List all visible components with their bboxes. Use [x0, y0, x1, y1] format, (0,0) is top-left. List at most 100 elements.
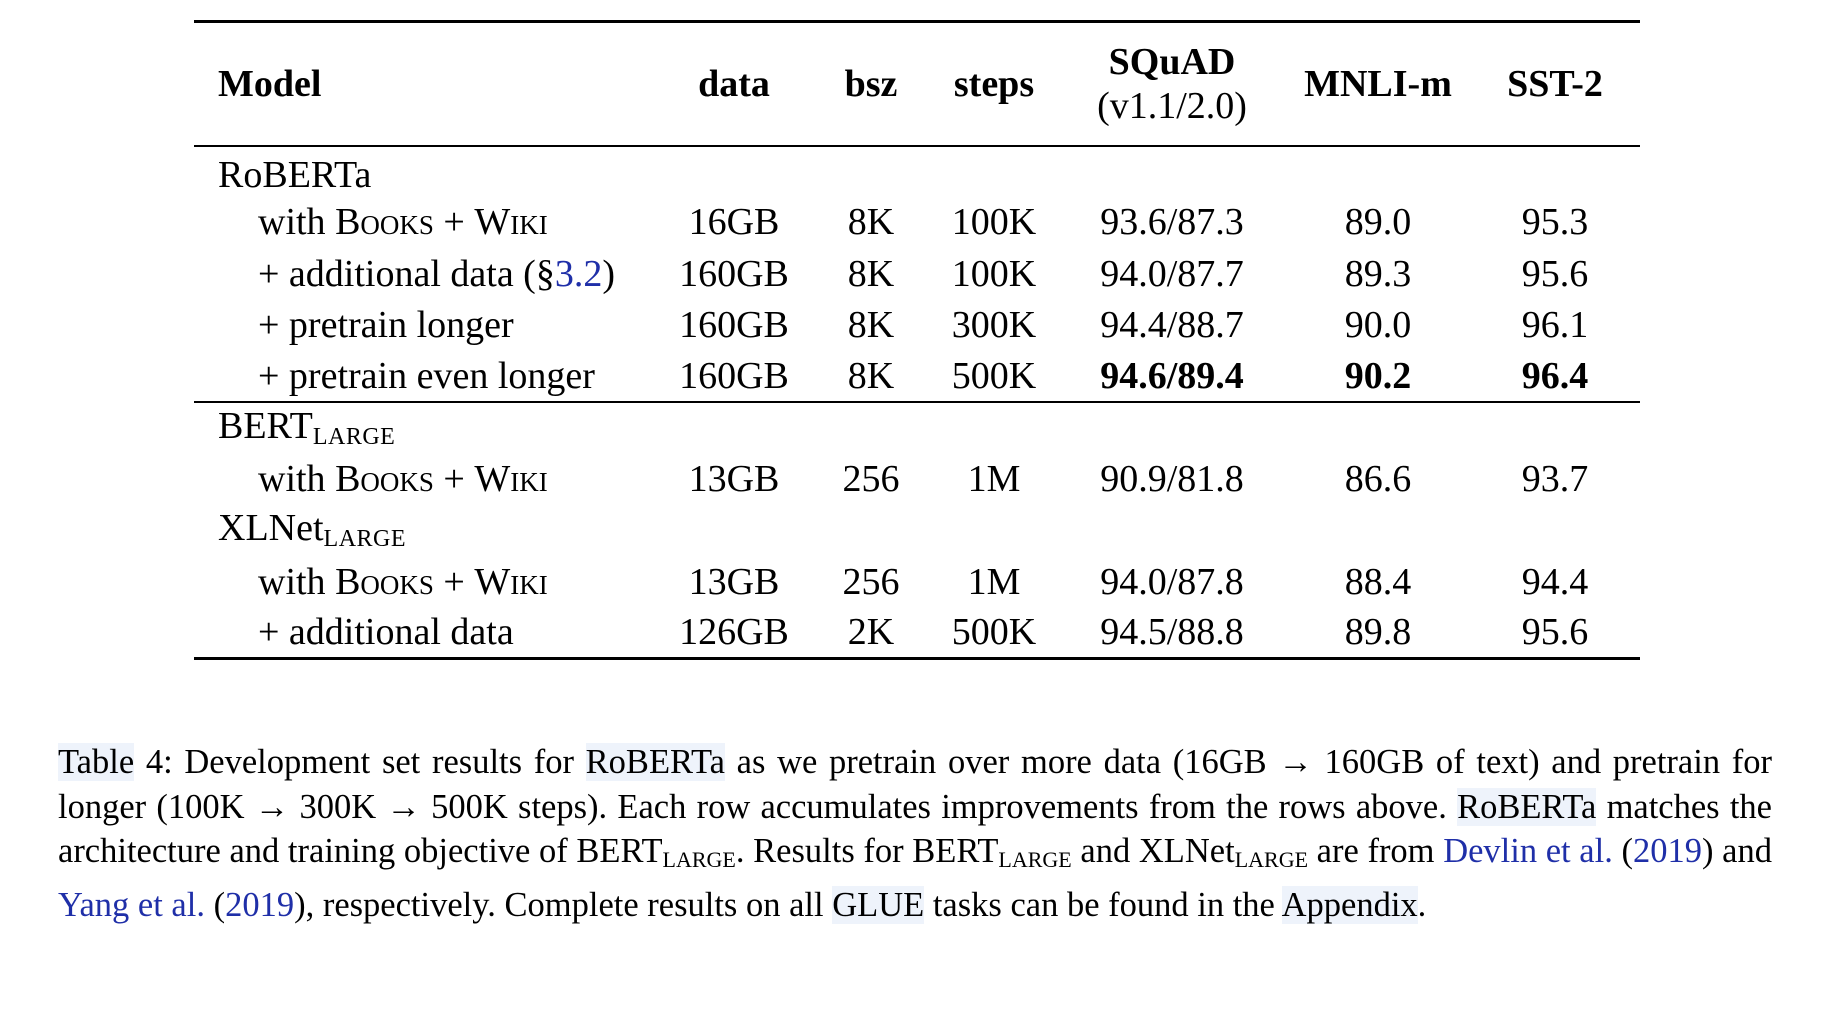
cell-data: 16GB: [688, 201, 780, 244]
table-row: with Books + Wiki 13GB 256 1M 94.0/87.8 …: [194, 556, 1640, 607]
header-squad: SQuAD (v1.1/2.0): [1058, 22, 1286, 146]
roberta-term[interactable]: RoBERTa: [1457, 787, 1597, 826]
roberta-block: RoBERTa with Books + Wiki 16GB 8K 100K 9…: [194, 146, 1640, 402]
cell-bsz: 8K: [847, 201, 895, 244]
citation-year-link[interactable]: 2019: [225, 885, 295, 924]
cell-squad: 94.5/88.8: [1100, 611, 1244, 654]
model-cell: + additional data: [258, 611, 514, 654]
appendix-link[interactable]: Appendix: [1281, 885, 1418, 924]
header-bsz: bsz: [844, 62, 898, 105]
cell-squad: 94.0/87.7: [1100, 252, 1244, 295]
xlnet-subscript: LARGE: [323, 526, 407, 553]
cell-squad-best: 94.6/89.4: [1100, 354, 1244, 397]
model-cell: with Books + Wiki: [258, 457, 548, 500]
cell-mnli-best: 90.2: [1344, 354, 1412, 397]
glue-term[interactable]: GLUE: [832, 885, 925, 924]
caption-label[interactable]: Table: [58, 743, 135, 781]
cell-bsz: 256: [842, 560, 900, 603]
wiki-dataset: Wiki: [474, 201, 548, 244]
cell-mnli: 90.0: [1344, 304, 1412, 347]
model-cell: with Books + Wiki: [258, 560, 548, 603]
group-label-roberta: RoBERTa: [218, 153, 372, 196]
baselines-block: BERTLARGE with Books + Wiki 13GB 256 1M …: [194, 402, 1640, 659]
cell-steps: 500K: [951, 354, 1037, 397]
cell-sst: 94.4: [1521, 560, 1589, 603]
cell-steps: 300K: [951, 304, 1037, 347]
table-row: + pretrain longer 160GB 8K 300K 94.4/88.…: [194, 299, 1640, 350]
cell-sst: 96.1: [1521, 304, 1589, 347]
cell-sst: 95.6: [1521, 252, 1589, 295]
header-mnli: MNLI-m: [1304, 62, 1452, 105]
group-row-xlnet: XLNetLARGE: [194, 505, 1640, 556]
cell-data: 13GB: [688, 560, 780, 603]
bert-large-term: BERTLARGE: [912, 832, 1072, 872]
cell-squad: 94.4/88.7: [1100, 304, 1244, 347]
table-caption: Table 4: Development set results for RoB…: [58, 743, 1772, 924]
header-squad-version: (v1.1/2.0): [1097, 84, 1247, 127]
bert-large-term: BERTLARGE: [576, 832, 736, 872]
cell-mnli: 88.4: [1344, 560, 1412, 603]
cell-mnli: 89.0: [1344, 201, 1412, 244]
cell-bsz: 2K: [847, 611, 895, 654]
table-row: with Books + Wiki 13GB 256 1M 90.9/81.8 …: [194, 453, 1640, 504]
header-row: Model data bsz steps SQuAD (v1.1/2.0) MN…: [194, 21, 1640, 146]
cell-steps: 1M: [967, 560, 1021, 603]
cell-sst: 93.7: [1521, 457, 1589, 500]
cell-mnli: 89.8: [1344, 611, 1412, 654]
books-dataset: Books: [335, 560, 434, 603]
cell-sst-best: 96.4: [1521, 354, 1589, 397]
results-table: Model data bsz steps SQuAD (v1.1/2.0) MN…: [194, 20, 1640, 660]
wiki-dataset: Wiki: [474, 560, 548, 603]
cell-data: 160GB: [679, 304, 789, 347]
group-label-bert: BERTLARGE: [218, 405, 396, 451]
model-cell: with Books + Wiki: [258, 201, 548, 244]
model-cell: + pretrain longer: [258, 304, 514, 347]
section-ref-link[interactable]: 3.2: [554, 252, 603, 295]
roberta-term[interactable]: RoBERTa: [585, 743, 725, 781]
header-sst: SST-2: [1507, 62, 1603, 105]
cell-bsz: 8K: [847, 304, 895, 347]
table-row: with Books + Wiki 16GB 8K 100K 93.6/87.3…: [194, 197, 1640, 248]
table-row: + pretrain even longer 160GB 8K 500K 94.…: [194, 351, 1640, 402]
table-row: + additional data 126GB 2K 500K 94.5/88.…: [194, 607, 1640, 659]
cell-squad: 94.0/87.8: [1100, 560, 1244, 603]
cell-data: 160GB: [679, 354, 789, 397]
cell-data: 160GB: [679, 252, 789, 295]
cell-steps: 100K: [951, 252, 1037, 295]
xlnet-large-term: XLNetLARGE: [1138, 832, 1309, 872]
cell-data: 13GB: [688, 457, 780, 500]
cell-bsz: 8K: [847, 354, 895, 397]
group-label-xlnet: XLNetLARGE: [218, 507, 407, 553]
wiki-dataset: Wiki: [474, 457, 548, 500]
header-steps: steps: [953, 62, 1035, 105]
books-dataset: Books: [335, 457, 434, 500]
citation-devlin-link[interactable]: Devlin et al.: [1443, 832, 1613, 870]
model-cell: + additional data (§3.2): [258, 252, 615, 295]
citation-year-link[interactable]: 2019: [1633, 832, 1702, 870]
cell-mnli: 89.3: [1344, 252, 1412, 295]
model-cell: + pretrain even longer: [258, 354, 595, 397]
citation-yang-link[interactable]: Yang et al.: [58, 885, 205, 924]
cell-sst: 95.6: [1521, 611, 1589, 654]
cell-sst: 95.3: [1521, 201, 1589, 244]
cell-bsz: 256: [842, 457, 900, 500]
cell-squad: 93.6/87.3: [1100, 201, 1244, 244]
cell-data: 126GB: [679, 611, 789, 654]
cell-steps: 1M: [967, 457, 1021, 500]
cell-steps: 100K: [951, 201, 1037, 244]
header-squad-label: SQuAD: [1108, 40, 1236, 83]
cell-steps: 500K: [951, 611, 1037, 654]
books-dataset: Books: [335, 201, 434, 244]
cell-bsz: 8K: [847, 252, 895, 295]
table-row: + additional data (§3.2) 160GB 8K 100K 9…: [194, 248, 1640, 299]
cell-mnli: 86.6: [1344, 457, 1412, 500]
group-row-bert: BERTLARGE: [194, 402, 1640, 453]
group-row-roberta: RoBERTa: [194, 146, 1640, 197]
bert-subscript: LARGE: [312, 424, 396, 451]
table-header: Model data bsz steps SQuAD (v1.1/2.0) MN…: [194, 21, 1640, 146]
caption-number: 4: [134, 743, 164, 781]
cell-squad: 90.9/81.8: [1100, 457, 1244, 500]
header-model: Model: [218, 62, 322, 105]
header-data: data: [698, 62, 770, 105]
